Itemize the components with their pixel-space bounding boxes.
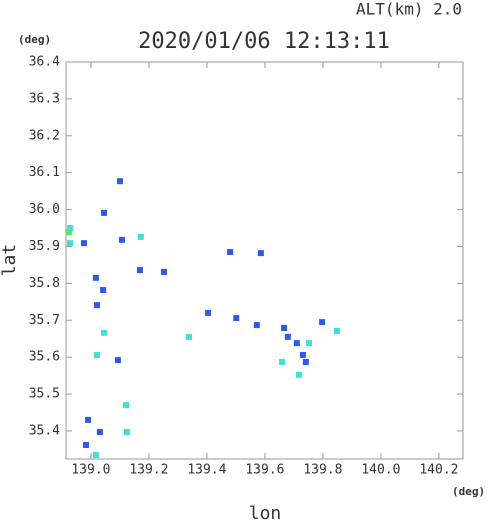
- x-unit: (deg): [452, 485, 485, 498]
- y-tick-label: 36.1: [29, 165, 60, 180]
- x-tick-label: 140.2: [419, 463, 458, 478]
- echo-cell: [83, 441, 90, 448]
- echo-cell: [281, 325, 288, 332]
- echo-cell: [94, 351, 101, 358]
- y-tick-label: 35.4: [29, 423, 60, 438]
- echo-cell: [233, 315, 240, 322]
- echo-cell: [65, 229, 72, 236]
- echo-cell: [306, 340, 313, 347]
- echo-cell: [92, 274, 99, 281]
- echo-cell: [100, 287, 107, 294]
- echo-cell: [257, 250, 264, 257]
- y-tick-label: 35.9: [29, 239, 60, 254]
- x-tick-label: 140.0: [361, 463, 400, 478]
- chart-title: 2020/01/06 12:13:11: [138, 29, 390, 54]
- echo-cell: [293, 340, 300, 347]
- x-tick-label: 139.8: [303, 463, 342, 478]
- y-tick-label: 35.6: [29, 350, 60, 365]
- echo-cell: [80, 240, 87, 247]
- echo-cell: [92, 451, 99, 458]
- echo-cell: [302, 358, 309, 365]
- y-axis-label: lat: [0, 244, 20, 277]
- echo-cell: [161, 268, 168, 275]
- echo-cell: [118, 236, 125, 243]
- plot-frame: [65, 61, 464, 460]
- echo-cell: [319, 319, 326, 326]
- y-tick-label: 35.5: [29, 387, 60, 402]
- echo-cell: [284, 333, 291, 340]
- echo-cell: [299, 351, 306, 358]
- x-tick-label: 139.4: [187, 463, 226, 478]
- echo-cell: [94, 302, 101, 309]
- y-tick-label: 35.8: [29, 276, 60, 291]
- echo-cell: [123, 402, 130, 409]
- y-tick-label: 36.3: [29, 91, 60, 106]
- echo-cell: [116, 178, 123, 185]
- echo-cell: [253, 322, 260, 329]
- y-tick-label: 36.2: [29, 128, 60, 143]
- y-tick-label: 35.7: [29, 313, 60, 328]
- echo-cell: [185, 333, 192, 340]
- x-tick-label: 139.0: [71, 463, 110, 478]
- echo-cell: [333, 327, 340, 334]
- y-tick-label: 36.0: [29, 202, 60, 217]
- echo-cell: [114, 357, 121, 364]
- x-tick-label: 139.2: [129, 463, 168, 478]
- echo-cell: [295, 371, 302, 378]
- y-unit: (deg): [18, 33, 51, 46]
- y-tick-label: 36.4: [29, 55, 60, 70]
- echo-cell: [100, 329, 107, 336]
- echo-cell: [67, 225, 74, 232]
- x-tick-label: 139.6: [245, 463, 284, 478]
- echo-cell: [123, 429, 130, 436]
- echo-cell: [279, 358, 286, 365]
- x-axis-label: lon: [249, 503, 282, 521]
- echo-cell: [85, 416, 92, 423]
- echo-cell: [100, 209, 107, 216]
- echo-cell: [136, 267, 143, 274]
- echo-cell: [67, 240, 74, 247]
- echo-cell: [137, 233, 144, 240]
- chart-subtitle: ALT(km) 2.0: [356, 0, 462, 19]
- echo-cell: [227, 249, 234, 256]
- echo-cell: [96, 429, 103, 436]
- echo-cell: [205, 309, 212, 316]
